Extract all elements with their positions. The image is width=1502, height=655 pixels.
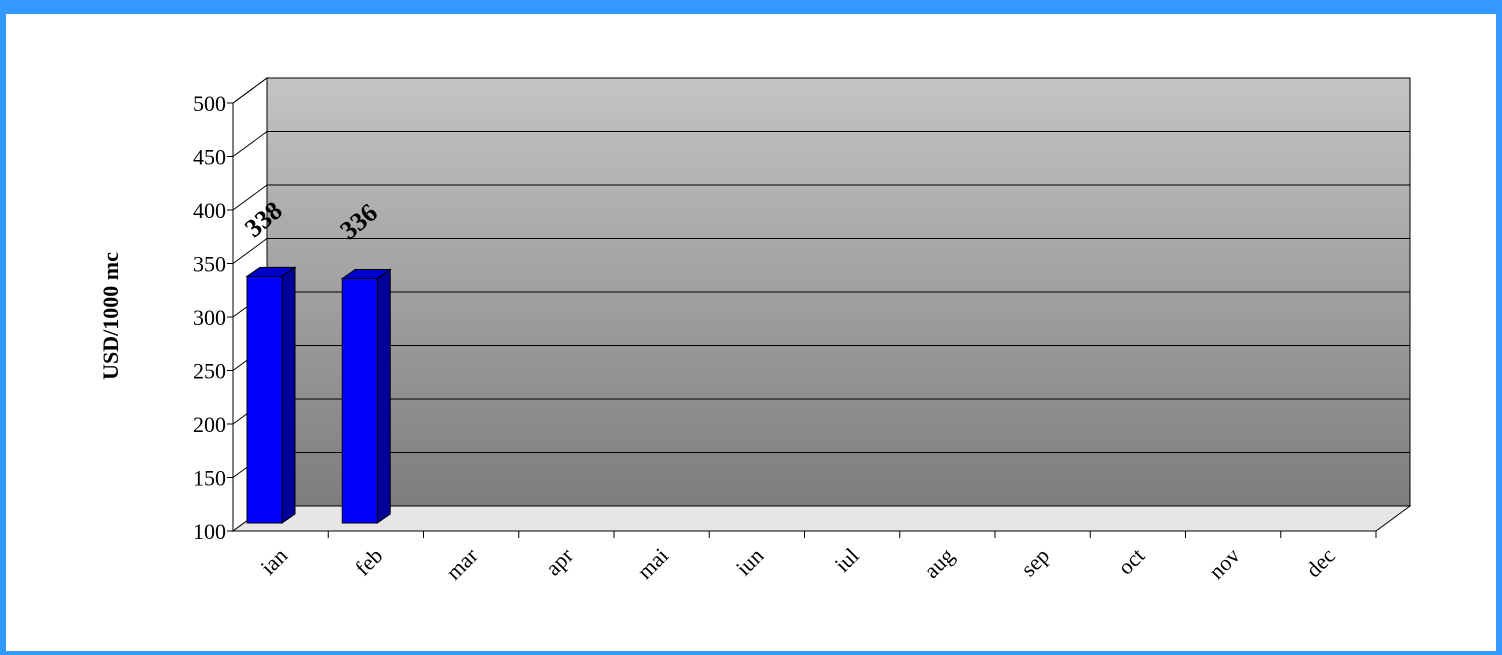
gridline-side <box>232 238 268 264</box>
x-tick-label: feb <box>350 543 388 581</box>
bar-side <box>376 268 391 524</box>
x-tick-label: iul <box>830 543 864 577</box>
bar-side <box>281 266 296 524</box>
x-tick-label: ian <box>255 543 292 580</box>
gridline-side <box>232 77 268 104</box>
y-tick-label: 250 <box>193 359 226 384</box>
y-tick-label: 300 <box>193 305 226 330</box>
x-tick-label: nov <box>1204 543 1245 584</box>
y-tick-label: 200 <box>193 412 226 437</box>
y-tick-label: 150 <box>193 466 226 491</box>
gridline-side <box>232 184 268 211</box>
x-tick-label: mar <box>441 542 483 584</box>
floor <box>231 505 1412 532</box>
bar <box>341 277 378 524</box>
y-tick-label: 500 <box>193 91 226 116</box>
y-tick-label: 450 <box>193 145 226 170</box>
x-tick-label: mai <box>632 543 673 584</box>
y-axis-label: USD/1000 mc <box>98 252 123 380</box>
x-tick-label: apr <box>540 542 578 580</box>
gridline-side <box>232 131 268 157</box>
x-tick-label: sep <box>1016 543 1054 581</box>
x-tick-label: aug <box>919 543 959 583</box>
y-tick-label: 400 <box>193 198 226 223</box>
y-tick-label: 100 <box>193 519 226 544</box>
x-tick-label: dec <box>1301 543 1340 582</box>
x-tick-label: oct <box>1113 543 1150 580</box>
x-tick-label: iun <box>731 543 769 581</box>
bar <box>246 275 283 524</box>
y-tick-label: 350 <box>193 252 226 277</box>
